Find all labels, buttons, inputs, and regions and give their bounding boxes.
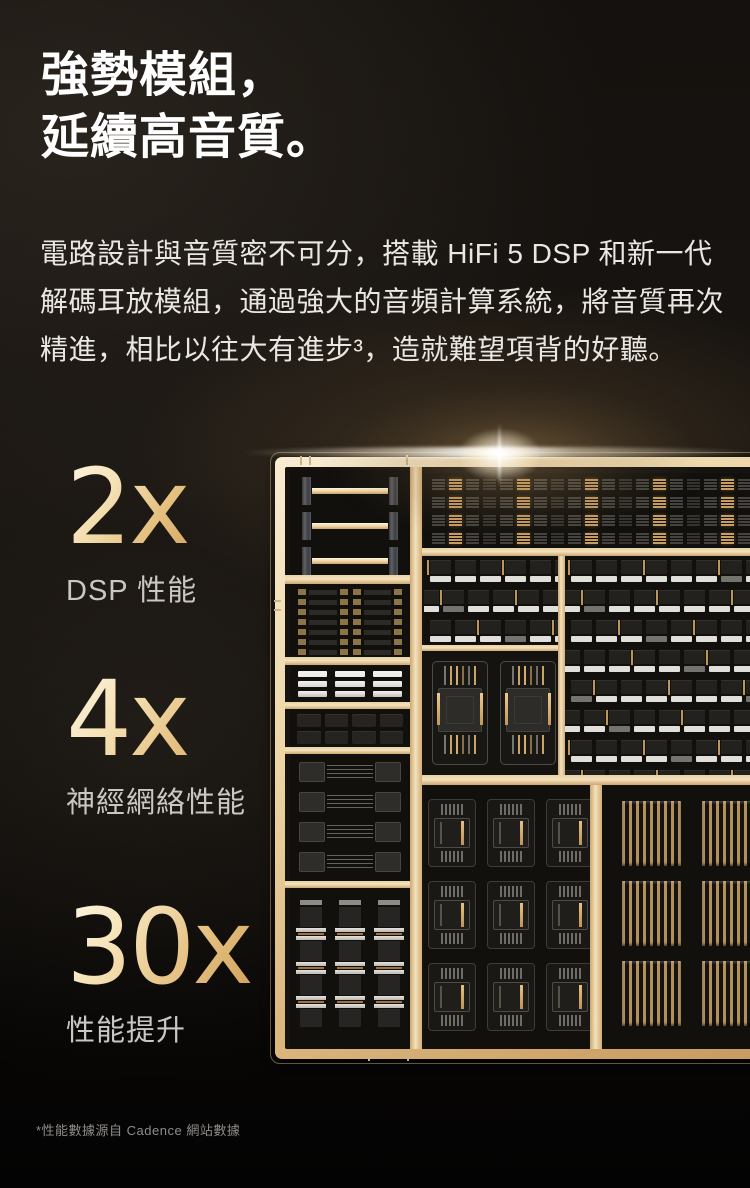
chip-divider bbox=[285, 881, 410, 888]
description-line: 電路設計與音質密不可分，搭載 HiFi 5 DSP 和新一代 bbox=[40, 238, 713, 269]
chip-divider bbox=[422, 548, 750, 556]
stat-label: DSP 性能 bbox=[66, 575, 198, 607]
stat-label: 神經網絡性能 bbox=[66, 787, 247, 819]
page-title-line1: 強勢模組， bbox=[41, 49, 287, 102]
page-title: 強勢模組， 延續高音質。 bbox=[41, 45, 335, 169]
chip-divider bbox=[558, 556, 565, 775]
stat-value: 30x bbox=[66, 894, 254, 1015]
chip-diagram bbox=[270, 452, 750, 1064]
stat-dsp-performance: 2x DSP 性能 bbox=[66, 454, 197, 607]
chip-cell-row-block bbox=[290, 584, 410, 657]
chip-comb-capacitor-grid bbox=[602, 785, 750, 1049]
chip-frame-notch bbox=[274, 600, 281, 602]
chip-frame-notch bbox=[406, 455, 408, 465]
stat-performance-boost: 30x 性能提升 bbox=[66, 894, 254, 1047]
description-text: 電路設計與音質密不可分，搭載 HiFi 5 DSP 和新一代 解碼耳放模組，通過… bbox=[40, 230, 724, 374]
page-title-line2: 延續高音質。 bbox=[41, 111, 336, 164]
chip-divider bbox=[590, 785, 602, 1049]
chip-frame-notch bbox=[300, 456, 302, 465]
lens-flare-ray bbox=[498, 423, 501, 487]
footnote: *性能數據源自 Cadence 網站數據 bbox=[36, 1123, 241, 1138]
chip-divider bbox=[285, 657, 410, 665]
chip-frame-notch bbox=[368, 1052, 370, 1061]
chip-sram-bar-block bbox=[290, 666, 410, 702]
chip-frame-notch bbox=[309, 456, 311, 465]
chip-memory-array-upper bbox=[424, 556, 558, 645]
chip-dsp-core-macros bbox=[424, 651, 558, 775]
stat-label: 性能提升 bbox=[66, 1015, 187, 1047]
stat-value: 4x bbox=[66, 666, 246, 787]
chip-package-grid bbox=[424, 785, 590, 1049]
description-line: 精進，相比以往大有進步³，造就難望項背的好聽。 bbox=[40, 334, 677, 365]
chip-logic-cell-block bbox=[290, 709, 410, 747]
chip-divider bbox=[410, 467, 422, 1049]
chip-bus-macro-block bbox=[290, 470, 410, 575]
chip-capacitor-block bbox=[290, 754, 410, 881]
chip-divider bbox=[285, 702, 410, 709]
description-line: 解碼耳放模組，通過強大的音頻計算系統，將音質再次 bbox=[40, 286, 725, 317]
chip-inductor-stack-block bbox=[290, 888, 410, 1049]
chip-divider bbox=[285, 747, 410, 754]
chip-divider bbox=[422, 645, 565, 651]
chip-frame-notch bbox=[407, 1051, 409, 1061]
stat-value: 2x bbox=[66, 454, 197, 575]
chip-standard-cell-band bbox=[424, 473, 750, 548]
chip-interior bbox=[285, 467, 750, 1049]
chip-divider bbox=[422, 775, 750, 785]
chip-frame-notch bbox=[274, 609, 281, 611]
chip-divider bbox=[285, 575, 410, 584]
chip-memory-array-main bbox=[565, 556, 750, 775]
stat-neural-network-performance: 4x 神經網絡性能 bbox=[66, 666, 246, 819]
